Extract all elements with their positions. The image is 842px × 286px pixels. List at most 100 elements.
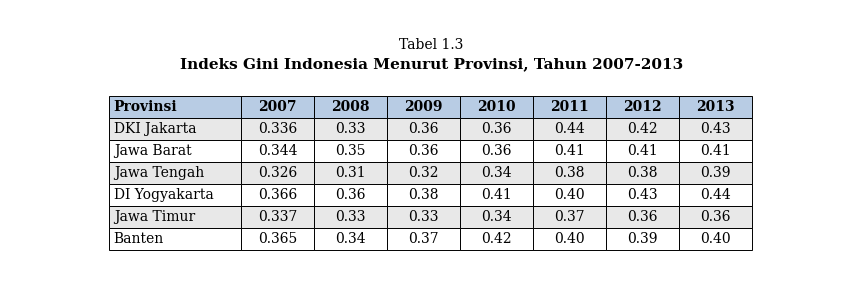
Text: 0.33: 0.33	[335, 210, 365, 224]
Text: Jawa Timur: Jawa Timur	[114, 210, 195, 224]
Text: 0.42: 0.42	[481, 232, 512, 246]
Bar	[109, 184, 241, 206]
Text: 0.36: 0.36	[481, 122, 512, 136]
Text: 0.35: 0.35	[335, 144, 365, 158]
Bar	[109, 162, 241, 184]
Text: 0.38: 0.38	[408, 188, 439, 202]
Bar	[387, 96, 460, 118]
Bar	[606, 96, 679, 118]
Text: 0.41: 0.41	[627, 144, 658, 158]
Text: 0.32: 0.32	[408, 166, 439, 180]
Bar	[109, 96, 241, 118]
Text: 0.36: 0.36	[481, 144, 512, 158]
Bar	[387, 140, 460, 162]
Bar	[533, 184, 606, 206]
Text: 0.34: 0.34	[335, 232, 365, 246]
Bar	[314, 96, 387, 118]
Bar	[533, 206, 606, 228]
Bar	[314, 228, 387, 250]
Bar	[314, 162, 387, 184]
Text: 0.326: 0.326	[258, 166, 297, 180]
Bar	[533, 96, 606, 118]
Text: 2007: 2007	[258, 100, 296, 114]
Text: 0.366: 0.366	[258, 188, 297, 202]
Bar	[387, 162, 460, 184]
Text: 2009: 2009	[404, 100, 443, 114]
Text: 0.43: 0.43	[627, 188, 658, 202]
Bar	[460, 162, 533, 184]
Text: 2008: 2008	[331, 100, 370, 114]
Bar	[314, 184, 387, 206]
Bar	[533, 140, 606, 162]
Text: 0.344: 0.344	[258, 144, 297, 158]
Text: 0.31: 0.31	[335, 166, 365, 180]
Bar	[679, 206, 752, 228]
Bar	[679, 162, 752, 184]
Text: 2012: 2012	[623, 100, 662, 114]
Bar	[109, 118, 241, 140]
Text: 0.40: 0.40	[554, 188, 584, 202]
Text: 0.44: 0.44	[554, 122, 585, 136]
Bar	[387, 118, 460, 140]
Bar	[460, 228, 533, 250]
Bar	[533, 228, 606, 250]
Bar	[241, 184, 314, 206]
Bar	[241, 162, 314, 184]
Text: 0.36: 0.36	[627, 210, 658, 224]
Bar	[241, 118, 314, 140]
Text: Provinsi: Provinsi	[114, 100, 178, 114]
Text: DI Yogyakarta: DI Yogyakarta	[114, 188, 214, 202]
Text: 0.39: 0.39	[627, 232, 658, 246]
Bar	[241, 96, 314, 118]
Bar	[606, 118, 679, 140]
Bar	[679, 118, 752, 140]
Bar	[314, 206, 387, 228]
Text: 0.39: 0.39	[701, 166, 731, 180]
Text: 0.337: 0.337	[258, 210, 297, 224]
Bar	[109, 140, 241, 162]
Text: 0.37: 0.37	[408, 232, 439, 246]
Text: 0.33: 0.33	[408, 210, 439, 224]
Bar	[679, 228, 752, 250]
Bar	[109, 228, 241, 250]
Text: 0.41: 0.41	[481, 188, 512, 202]
Bar	[533, 162, 606, 184]
Bar	[241, 140, 314, 162]
Bar	[387, 206, 460, 228]
Bar	[387, 228, 460, 250]
Text: 0.38: 0.38	[627, 166, 658, 180]
Text: Jawa Barat: Jawa Barat	[114, 144, 191, 158]
Bar	[679, 184, 752, 206]
Text: 0.33: 0.33	[335, 122, 365, 136]
Text: 0.36: 0.36	[408, 122, 439, 136]
Text: 0.41: 0.41	[554, 144, 585, 158]
Text: DKI Jakarta: DKI Jakarta	[114, 122, 196, 136]
Bar	[314, 140, 387, 162]
Bar	[533, 118, 606, 140]
Text: 0.34: 0.34	[481, 166, 512, 180]
Text: 0.40: 0.40	[701, 232, 731, 246]
Bar	[460, 184, 533, 206]
Text: Tabel 1.3: Tabel 1.3	[399, 38, 464, 52]
Text: 0.37: 0.37	[554, 210, 584, 224]
Text: 2010: 2010	[477, 100, 516, 114]
Bar	[679, 140, 752, 162]
Bar	[241, 228, 314, 250]
Bar	[314, 118, 387, 140]
Text: Banten: Banten	[114, 232, 164, 246]
Text: 0.365: 0.365	[258, 232, 297, 246]
Text: Jawa Tengah: Jawa Tengah	[114, 166, 204, 180]
Text: 0.34: 0.34	[481, 210, 512, 224]
Text: 0.36: 0.36	[335, 188, 365, 202]
Text: 0.336: 0.336	[258, 122, 297, 136]
Text: Indeks Gini Indonesia Menurut Provinsi, Tahun 2007-2013: Indeks Gini Indonesia Menurut Provinsi, …	[180, 57, 683, 72]
Bar	[460, 96, 533, 118]
Text: 2013: 2013	[696, 100, 735, 114]
Bar	[460, 140, 533, 162]
Text: 0.36: 0.36	[701, 210, 731, 224]
Bar	[606, 228, 679, 250]
Text: 0.38: 0.38	[554, 166, 584, 180]
Bar	[679, 96, 752, 118]
Text: 0.44: 0.44	[700, 188, 731, 202]
Text: 0.36: 0.36	[408, 144, 439, 158]
